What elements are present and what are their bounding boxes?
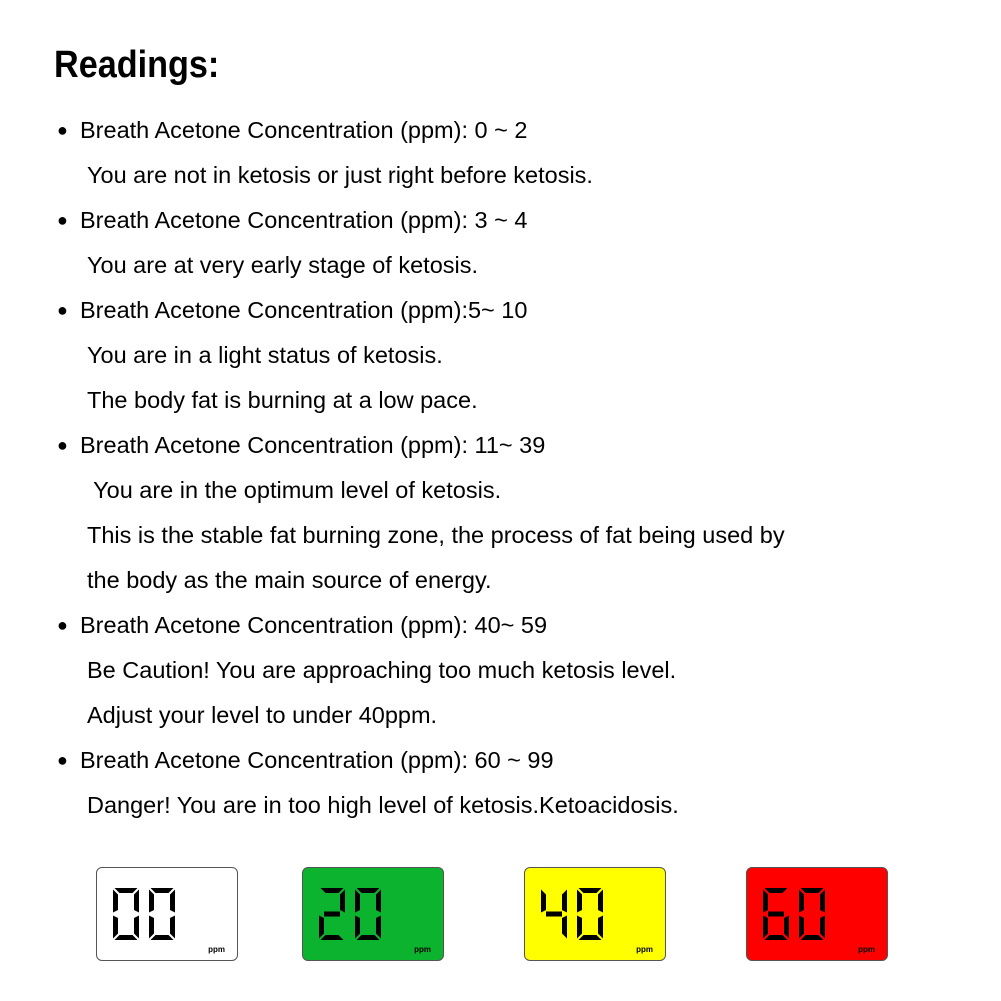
segment-b xyxy=(134,889,139,913)
segment-c xyxy=(376,915,381,939)
reading-description: Adjust your level to under 40ppm. xyxy=(87,702,438,728)
segment-f xyxy=(355,889,360,913)
unit-label: ppm xyxy=(414,945,431,954)
reading-description: This is the stable fat burning zone, the… xyxy=(87,522,785,548)
segment-a xyxy=(764,888,788,893)
segment-d xyxy=(764,935,788,940)
ppm-display: ppm xyxy=(524,867,666,961)
segment-a xyxy=(320,888,344,893)
segment-a xyxy=(800,888,824,893)
segment-c xyxy=(598,915,603,939)
segment-b xyxy=(562,889,567,913)
bullet-icon: ● xyxy=(57,615,68,635)
ppm-display: ppm xyxy=(302,867,444,961)
reading-range: Breath Acetone Concentration (ppm): 0 ~ … xyxy=(80,117,528,143)
segment-d xyxy=(150,935,174,940)
reading-description: You are at very early stage of ketosis. xyxy=(87,252,479,278)
reading-description: The body fat is burning at a low pace. xyxy=(87,387,478,413)
ppm-display: ppm xyxy=(746,867,888,961)
reading-description: the body as the main source of energy. xyxy=(87,567,492,593)
segment-b xyxy=(820,889,825,913)
segment-f xyxy=(577,889,582,913)
segment-a xyxy=(578,888,602,893)
segment-c xyxy=(134,915,139,939)
page-title: Readings: xyxy=(54,44,220,86)
seven-segment-digits xyxy=(319,888,381,940)
reading-range: Breath Acetone Concentration (ppm): 3 ~ … xyxy=(80,207,528,233)
segment-g xyxy=(768,911,784,917)
segment-c xyxy=(562,915,567,939)
reading-description: Danger! You are in too high level of ket… xyxy=(87,792,679,818)
bullet-icon: ● xyxy=(57,300,68,320)
reading-description: You are in the optimum level of ketosis. xyxy=(87,477,502,503)
segment-a xyxy=(356,888,380,893)
segment-g xyxy=(546,911,562,917)
segment-d xyxy=(320,935,344,940)
segment-b xyxy=(340,889,345,913)
segment-d xyxy=(800,935,824,940)
segment-a xyxy=(114,888,138,893)
segment-b xyxy=(598,889,603,913)
segment-c xyxy=(170,915,175,939)
segment-e xyxy=(355,915,360,939)
segment-a xyxy=(150,888,174,893)
reading-description: Be Caution! You are approaching too much… xyxy=(87,657,677,683)
seven-segment-digits xyxy=(113,888,175,940)
reading-range: Breath Acetone Concentration (ppm): 40~ … xyxy=(80,612,548,638)
segment-e xyxy=(113,915,118,939)
reading-range: Breath Acetone Concentration (ppm):5~ 10 xyxy=(80,297,528,323)
bullet-icon: ● xyxy=(57,210,68,230)
segment-f xyxy=(799,889,804,913)
reading-description: You are in a light status of ketosis. xyxy=(87,342,443,368)
reading-description: You are not in ketosis or just right bef… xyxy=(87,162,593,188)
segment-f xyxy=(149,889,154,913)
segment-d xyxy=(356,935,380,940)
segment-e xyxy=(799,915,804,939)
segment-b xyxy=(170,889,175,913)
segment-f xyxy=(763,889,768,913)
segment-e xyxy=(763,915,768,939)
unit-label: ppm xyxy=(636,945,653,954)
segment-g xyxy=(324,911,340,917)
segment-c xyxy=(784,915,789,939)
seven-segment-digits xyxy=(763,888,825,940)
segment-b xyxy=(376,889,381,913)
segment-d xyxy=(114,935,138,940)
bullet-icon: ● xyxy=(57,750,68,770)
ppm-display: ppm xyxy=(96,867,238,961)
segment-d xyxy=(578,935,602,940)
unit-label: ppm xyxy=(208,945,225,954)
bullet-icon: ● xyxy=(57,435,68,455)
segment-f xyxy=(113,889,118,913)
segment-f xyxy=(541,889,546,913)
reading-range: Breath Acetone Concentration (ppm): 11~ … xyxy=(80,432,546,458)
segment-e xyxy=(577,915,582,939)
segment-c xyxy=(820,915,825,939)
reading-range: Breath Acetone Concentration (ppm): 60 ~… xyxy=(80,747,554,773)
segment-e xyxy=(149,915,154,939)
unit-label: ppm xyxy=(858,945,875,954)
segment-e xyxy=(319,915,324,939)
seven-segment-digits xyxy=(541,888,603,940)
bullet-icon: ● xyxy=(57,120,68,140)
